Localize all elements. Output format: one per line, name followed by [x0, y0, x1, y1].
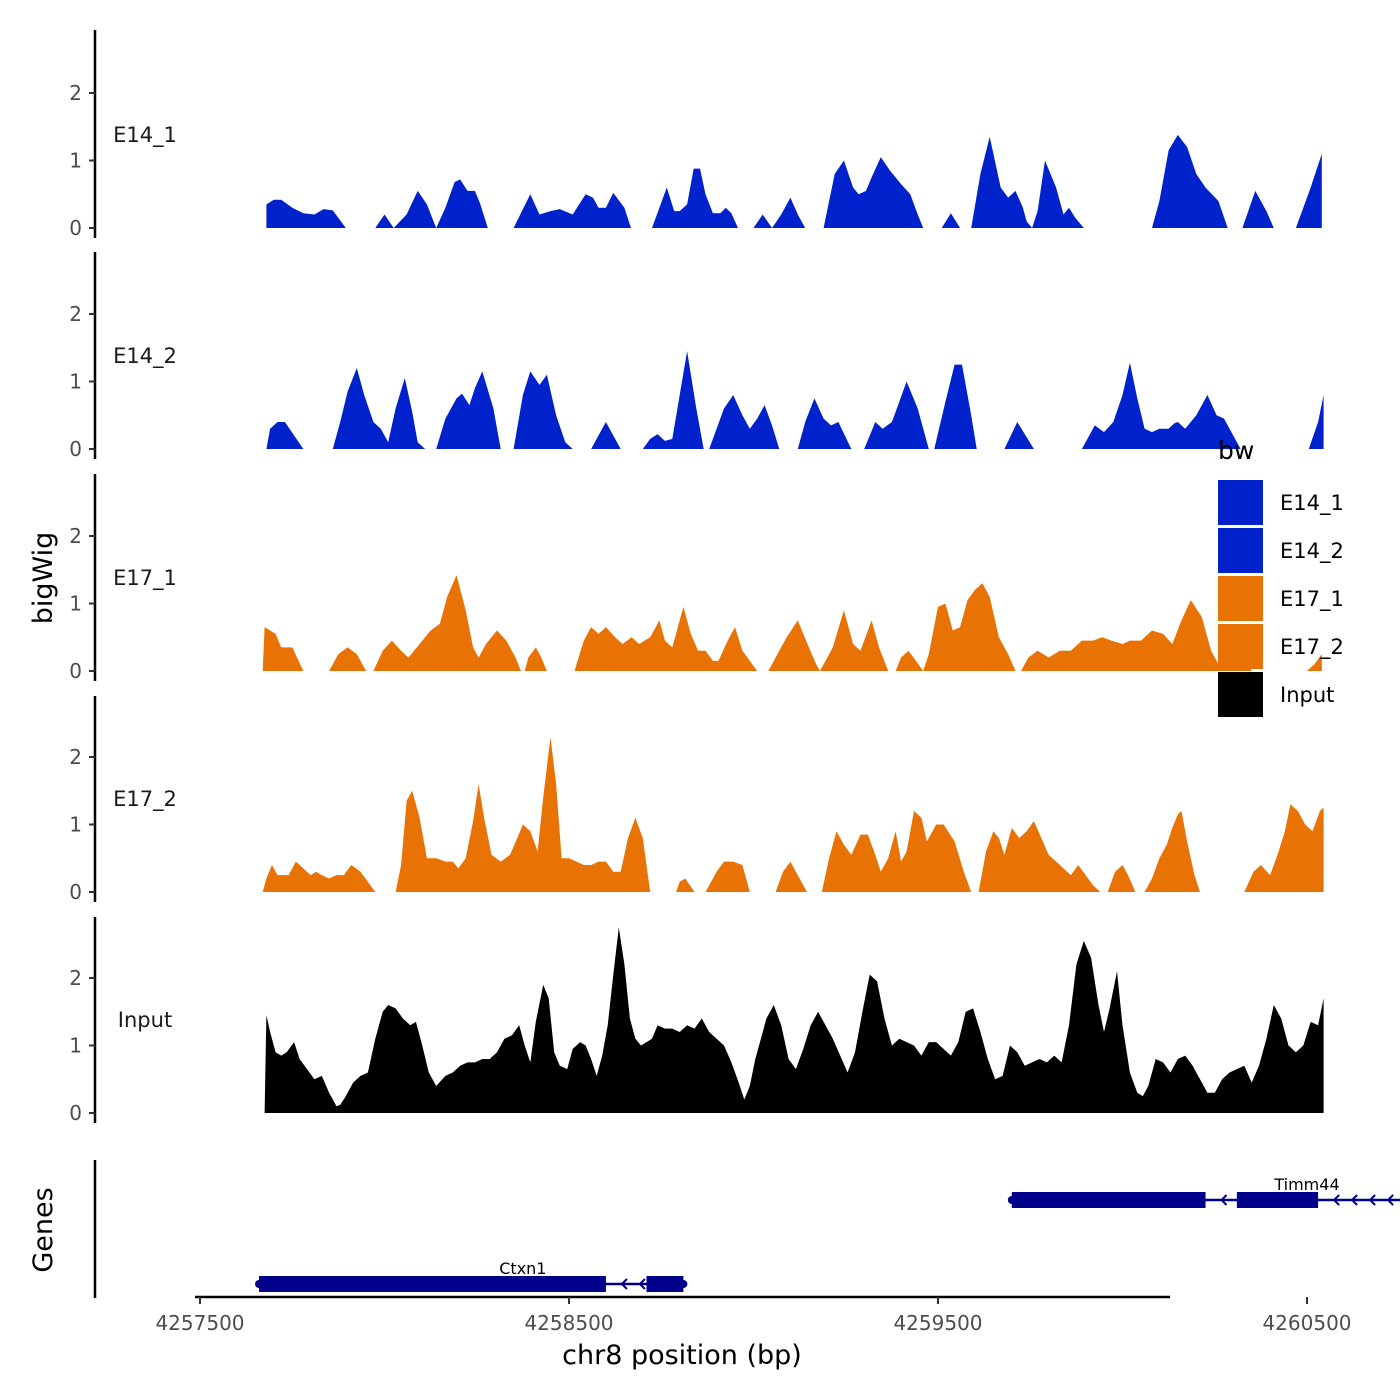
y-tick-label-E17_1-0: 0 [69, 659, 82, 683]
y-tick-label-Input-1: 1 [69, 1034, 82, 1058]
legend-swatch-E14_1 [1218, 480, 1263, 525]
signal-area-E14_2 [266, 351, 1324, 449]
legend-label-E17_2: E17_2 [1280, 635, 1344, 660]
track-label-E17_1: E17_1 [113, 566, 177, 591]
legend-label-E14_1: E14_1 [1280, 491, 1344, 516]
x-tick-label-2: 4259500 [893, 1311, 982, 1335]
y-axis-title: bigWig [28, 532, 59, 625]
x-axis: 4257500 4258500 4259500 4260500 [155, 1295, 1352, 1335]
legend: bw E14_1 E14_2 E17_1 E17_2 Input [1218, 436, 1344, 717]
strand-arrow-Timm44 [1368, 1194, 1376, 1206]
legend-title: bw [1218, 436, 1254, 465]
gene-start-cap-Timm44 [1007, 1196, 1016, 1204]
legend-swatch-E14_2 [1218, 528, 1263, 573]
gene-label-Timm44: Timm44 [1273, 1175, 1339, 1194]
x-axis-title: chr8 position (bp) [562, 1340, 802, 1371]
x-tick-label-3: 4260500 [1262, 1311, 1351, 1335]
x-tick-label-1: 4258500 [524, 1311, 613, 1335]
y-tick-label-Input-0: 0 [69, 1101, 82, 1125]
gene-label-Ctxn1: Ctxn1 [499, 1259, 546, 1278]
exon-Timm44-1 [1236, 1192, 1319, 1208]
y-tick-label-E14_1-2: 2 [69, 81, 82, 105]
signal-area-E14_1 [266, 134, 1322, 228]
y-tick-label-E17_2-1: 1 [69, 813, 82, 837]
y-tick-label-E14_1-1: 1 [69, 149, 82, 173]
genes-axis-title: Genes [28, 1187, 59, 1272]
gene-end-cap-Ctxn1 [679, 1280, 688, 1288]
exon-Timm44-0 [1011, 1192, 1206, 1208]
gene-Timm44: Timm44 [1007, 1175, 1400, 1208]
track-label-Input: Input [118, 1008, 172, 1032]
legend-label-Input: Input [1280, 683, 1334, 707]
legend-label-E14_2: E14_2 [1280, 539, 1344, 564]
y-tick-label-E14_1-0: 0 [69, 216, 82, 240]
track-label-E14_2: E14_2 [113, 344, 177, 369]
y-tick-label-E17_2-2: 2 [69, 745, 82, 769]
signal-area-Input [264, 927, 1324, 1113]
legend-swatch-Input [1218, 672, 1263, 717]
signal-area-E17_1 [262, 575, 1322, 671]
y-tick-label-Input-2: 2 [69, 966, 82, 990]
y-tick-label-E14_2-2: 2 [69, 302, 82, 326]
strand-arrow-Ctxn1 [638, 1278, 646, 1290]
x-tick-label-0: 4257500 [155, 1311, 244, 1335]
exon-Ctxn1-1 [646, 1276, 684, 1292]
track-label-E14_1: E14_1 [113, 123, 177, 148]
y-tick-label-E17_1-2: 2 [69, 524, 82, 548]
strand-arrow-Timm44 [1350, 1194, 1358, 1206]
strand-arrow-Timm44 [1332, 1194, 1340, 1206]
legend-swatch-E17_2 [1218, 624, 1263, 669]
gene-start-cap-Ctxn1 [255, 1280, 264, 1288]
bigwig-tracks: 0 1 2 E14_1 0 1 2 E14_2 0 1 2 E17_1 0 1 2 E17_2 0 1 2 Input [69, 30, 1324, 1125]
y-tick-label-E14_2-0: 0 [69, 437, 82, 461]
track-E14_2: 0 1 2 E14_2 [69, 252, 1324, 461]
y-tick-label-E17_1-1: 1 [69, 592, 82, 616]
legend-label-E17_1: E17_1 [1280, 587, 1344, 612]
strand-arrow-Timm44 [1220, 1194, 1228, 1206]
genes-track: Ctxn1 Timm44 [93, 1160, 1400, 1298]
signal-area-E17_2 [262, 736, 1324, 892]
track-label-E17_2: E17_2 [113, 787, 177, 812]
exon-Ctxn1-0 [259, 1276, 606, 1292]
track-Input: 0 1 2 Input [69, 917, 1324, 1125]
y-tick-label-E14_2-1: 1 [69, 370, 82, 394]
strand-arrow-Timm44 [1386, 1194, 1394, 1206]
gene-Ctxn1: Ctxn1 [255, 1259, 688, 1292]
strand-arrow-Ctxn1 [620, 1278, 628, 1290]
track-E14_1: 0 1 2 E14_1 [69, 30, 1322, 240]
track-E17_1: 0 1 2 E17_1 [69, 474, 1322, 683]
y-tick-label-E17_2-0: 0 [69, 880, 82, 904]
track-E17_2: 0 1 2 E17_2 [69, 696, 1324, 904]
legend-swatch-E17_1 [1218, 576, 1263, 621]
